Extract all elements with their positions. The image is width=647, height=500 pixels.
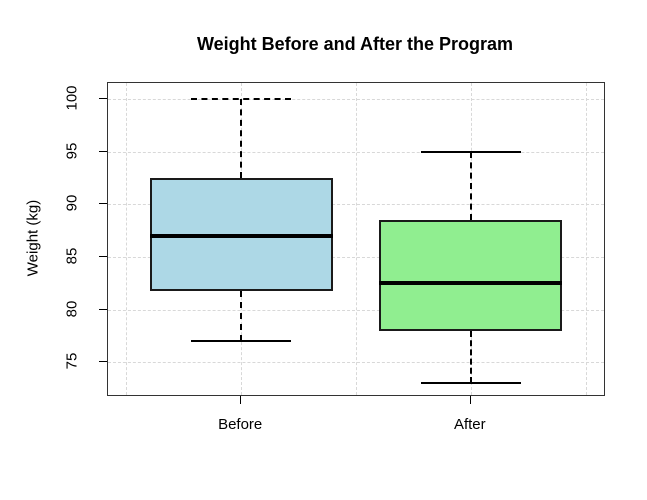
y-axis-label: Weight (kg) (24, 199, 42, 277)
y-axis-tick (99, 203, 107, 205)
y-axis-tick (99, 308, 107, 310)
v-gridline (356, 83, 357, 395)
y-axis-tick (99, 150, 107, 152)
v-gridline (126, 83, 128, 395)
y-axis-tick (99, 97, 107, 99)
lower-whisker-before (240, 290, 243, 342)
max-cap-before (191, 97, 292, 100)
iqr-box-after (379, 220, 563, 331)
y-axis-tick (99, 255, 107, 257)
v-gridline (585, 83, 587, 395)
y-tick-label: 85 (63, 247, 81, 265)
median-line-before (149, 233, 333, 238)
min-cap-before (191, 340, 292, 343)
y-tick-label: 75 (63, 352, 81, 370)
y-tick-label: 90 (63, 194, 81, 212)
y-tick-label: 100 (63, 85, 81, 111)
y-axis-tick (99, 361, 107, 363)
x-axis-tick (240, 395, 242, 404)
plot-area (107, 82, 605, 396)
x-axis-tick (469, 395, 471, 404)
y-tick-label: 80 (63, 300, 81, 317)
median-line-after (379, 281, 563, 286)
min-cap-after (420, 382, 521, 385)
chart-title: Weight Before and After the Program (196, 34, 514, 54)
y-tick-label: 95 (63, 142, 81, 159)
upper-whisker-before (240, 98, 243, 178)
lower-whisker-after (469, 330, 472, 384)
x-tick-label: After (453, 416, 486, 433)
x-tick-label: Before (218, 416, 263, 433)
upper-whisker-after (469, 151, 472, 220)
max-cap-after (420, 150, 521, 153)
